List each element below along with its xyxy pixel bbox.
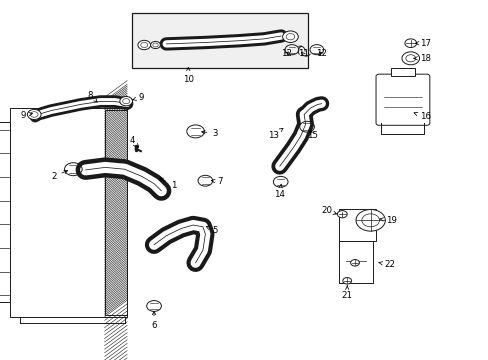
Text: 13: 13 bbox=[268, 128, 283, 139]
Bar bbox=[104, 110, 127, 315]
Text: 12: 12 bbox=[316, 49, 326, 58]
Text: 22: 22 bbox=[378, 260, 395, 269]
Text: 10: 10 bbox=[183, 67, 193, 84]
Text: 18: 18 bbox=[413, 54, 430, 63]
Text: 6: 6 bbox=[151, 311, 157, 330]
Circle shape bbox=[404, 39, 416, 48]
Bar bbox=[104, 110, 127, 315]
Circle shape bbox=[350, 260, 359, 266]
Text: 9: 9 bbox=[132, 93, 143, 102]
Text: 11: 11 bbox=[297, 49, 308, 58]
Circle shape bbox=[27, 109, 41, 120]
Text: 21: 21 bbox=[341, 286, 352, 300]
Circle shape bbox=[150, 41, 160, 49]
Circle shape bbox=[282, 31, 298, 42]
FancyBboxPatch shape bbox=[375, 74, 429, 125]
Text: 16: 16 bbox=[413, 112, 430, 121]
Text: 4: 4 bbox=[129, 136, 139, 147]
Text: 3: 3 bbox=[201, 129, 218, 138]
Text: 2: 2 bbox=[51, 170, 67, 181]
Text: 9: 9 bbox=[21, 111, 32, 120]
Text: 17: 17 bbox=[415, 39, 430, 48]
Circle shape bbox=[120, 96, 132, 106]
Text: 7: 7 bbox=[211, 177, 223, 186]
Text: 14: 14 bbox=[274, 184, 285, 199]
Text: 1: 1 bbox=[160, 178, 176, 190]
Bar bbox=[132, 13, 307, 68]
Circle shape bbox=[355, 210, 385, 231]
Text: 12: 12 bbox=[280, 49, 291, 58]
Circle shape bbox=[401, 52, 419, 65]
Bar bbox=[0, 122, 10, 302]
Circle shape bbox=[337, 211, 346, 218]
Bar bbox=[390, 68, 414, 76]
Text: 19: 19 bbox=[379, 216, 396, 225]
Text: 15: 15 bbox=[307, 130, 318, 139]
Bar bbox=[104, 110, 127, 315]
Text: 5: 5 bbox=[206, 226, 218, 235]
Circle shape bbox=[342, 278, 351, 284]
Text: 20: 20 bbox=[321, 206, 336, 215]
Text: 8: 8 bbox=[87, 91, 97, 102]
Circle shape bbox=[138, 40, 150, 50]
Bar bbox=[338, 209, 375, 241]
Bar bbox=[10, 108, 127, 317]
